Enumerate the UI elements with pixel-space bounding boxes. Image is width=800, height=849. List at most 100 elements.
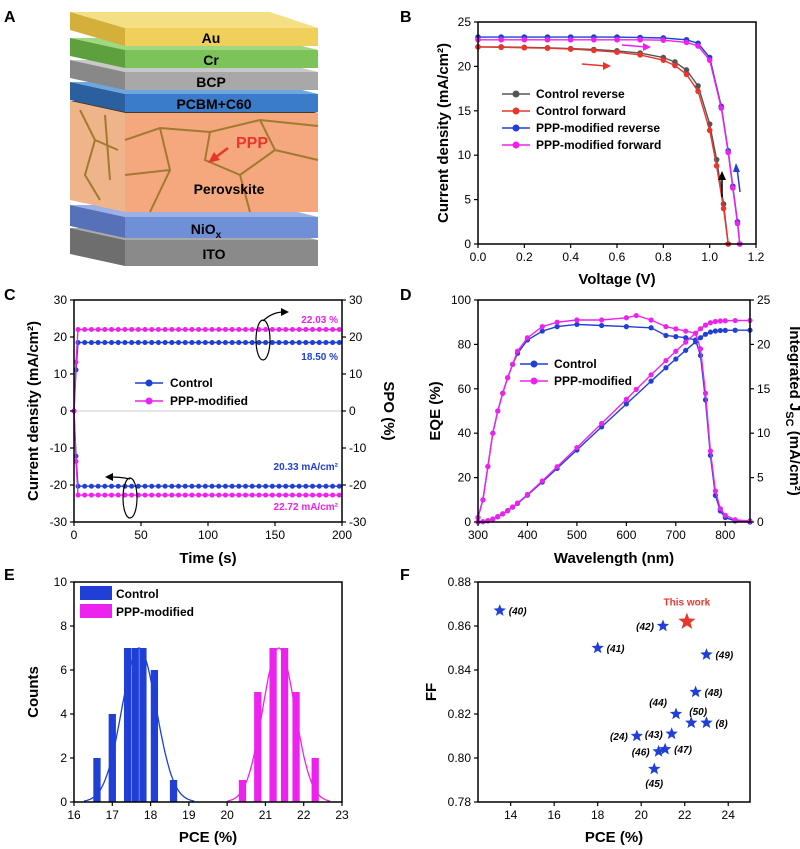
ff-vs-pce-y-tick-label-0: 0.78 <box>448 795 472 809</box>
spo-legend-label-ppp: PPP-modified <box>170 394 248 408</box>
spo-pce-series-0-point-37 <box>310 340 316 346</box>
histogram-bar-0-6 <box>169 780 178 802</box>
spo-pce-series-0-point-25 <box>229 340 235 346</box>
spo-pce-series-0-point-21 <box>202 340 208 346</box>
jv-y-tick-label-3: 15 <box>458 104 472 118</box>
literature-star-5 <box>669 707 683 720</box>
ff-vs-pce-x-tick-label-4: 22 <box>678 808 692 822</box>
literature-ref-label-5: (44) <box>649 698 667 709</box>
eqe-series-1-point-27 <box>732 517 738 523</box>
jsc-integrated-series-0-point-25 <box>722 327 728 333</box>
literature-star-6 <box>685 716 698 729</box>
jv-series-1-point-7 <box>637 52 643 58</box>
jsc-integrated-series-0-point-19 <box>693 339 699 345</box>
pce-histogram-x-tick-label-6: 22 <box>297 808 311 822</box>
spo-jsc-series-0-point-24 <box>222 483 228 489</box>
spo-x-tick-label-2: 100 <box>198 528 218 542</box>
jv-series-3-point-6 <box>614 36 620 43</box>
jv-x-tick-label-4: 0.8 <box>655 250 672 264</box>
jsc-integrated-series-1-point-23 <box>707 320 714 326</box>
panel-label-f: F <box>400 567 410 584</box>
histogram-bar-0-4 <box>139 648 147 802</box>
jsc-integrated-series-1-point-6 <box>505 507 511 514</box>
spo-pce-series-0-point-20 <box>196 340 202 346</box>
pce-histogram-x-tick-label-3: 19 <box>182 808 196 822</box>
eqe-series-1-point-23 <box>707 448 714 454</box>
eqe-series-1-point-21 <box>697 346 704 352</box>
spo-pce-series-1-point-8 <box>115 326 121 332</box>
eqe-y-tick-label-0: 0 <box>464 515 471 529</box>
pce-histogram-y-tick-label-4: 8 <box>60 619 67 633</box>
spo-pce-series-1-point-21 <box>202 326 208 332</box>
spo-x-tick-label-1: 50 <box>134 528 148 542</box>
spo-jsc-series-0-point-11 <box>135 483 141 489</box>
spo-jsc-series-0-point-40 <box>330 483 336 489</box>
eqe-y-axis-label: EQE (%) <box>427 381 444 440</box>
histogram-bar-0-5 <box>150 670 159 802</box>
jv-series-3-point-3 <box>544 36 551 43</box>
eqe-y-tick-label-3: 60 <box>458 382 472 396</box>
spo-pce-series-0-point-14 <box>155 340 161 346</box>
jsc-integrated-series-1-point-13 <box>599 420 605 427</box>
ff-vs-pce-x-tick-label-5: 24 <box>722 808 736 822</box>
spo-jsc-series-0-point-5 <box>95 483 101 489</box>
panel-label-e: E <box>4 567 15 584</box>
spo-pce-series-1-point-25 <box>229 326 235 332</box>
literature-ref-label-1: (41) <box>607 644 625 655</box>
spo-jsc-series-1-point-14 <box>155 492 161 498</box>
literature-ref-label-3: (49) <box>715 651 733 662</box>
eqe-y-tick-label-2: 40 <box>458 426 472 440</box>
eqe-series-1-point-13 <box>599 317 605 323</box>
jsc-integrated-series-1-point-25 <box>717 318 723 324</box>
ff-vs-pce-y-axis-label: FF <box>423 683 440 701</box>
spo-pce-series-1-point-28 <box>249 326 255 332</box>
jv-series-3-point-8 <box>660 37 667 44</box>
spo-pce-series-0-point-30 <box>263 340 269 346</box>
jsc-integrated-series-1-point-3 <box>490 516 496 522</box>
jv-series-1-point-1 <box>498 44 504 51</box>
layer-label-niox: NiOx <box>191 221 222 241</box>
spo-pce-series-0-point-7 <box>109 340 115 346</box>
eqe-series-1-point-16 <box>648 317 654 323</box>
pce-histogram-x-axis-label: PCE (%) <box>179 829 237 846</box>
spo-pce-series-0-point-39 <box>323 340 329 346</box>
literature-star-0 <box>493 604 506 616</box>
jsc-integrated-series-1-point-14 <box>623 396 629 402</box>
ff-vs-pce-ticks: 14 16 18 20 22 24 0.78 0.80 0.82 0.84 0.86 0.88 <box>448 575 736 822</box>
eqe-series-0-point-12 <box>574 321 580 328</box>
eqe-ticks: 300 400 500 600 700 800 0 20 40 60 80 100 0 5 10 15 20 25 <box>451 293 771 542</box>
eqe-series-1-point-24 <box>712 488 718 494</box>
eqe-series-1-point-18 <box>673 326 679 332</box>
pce-histogram-chart: 16 17 18 19 20 21 22 23 0 2 4 6 8 10 PCE (%) Counts C… <box>25 575 349 846</box>
spo-jsc-series-0-point-32 <box>276 483 282 489</box>
spo-legend-label-control: Control <box>170 376 213 390</box>
literature-ref-label-12: (45) <box>645 779 663 790</box>
jv-y-tick-label-2: 10 <box>458 148 472 162</box>
jv-x-tick-label-6: 1.2 <box>748 250 765 264</box>
eqe-y2-tick-label-2: 10 <box>757 426 771 440</box>
spo-pce-series-1-point-7 <box>109 326 115 332</box>
jsc-integrated-series-1-point-5 <box>500 511 506 517</box>
spo-pce-series-1-point-6 <box>102 326 108 332</box>
jsc-integrated-series-1-point-15 <box>633 386 639 393</box>
literature-star-11 <box>659 742 672 755</box>
spo-indicator-ellipse-right <box>255 319 271 361</box>
spo-pce-series-0-point-34 <box>289 340 295 346</box>
pce-histogram-plot-layer <box>83 647 331 802</box>
spo-pce-series-1-point-18 <box>182 326 188 332</box>
eqe-series-1-point-5 <box>500 390 506 396</box>
spo-pce-series-1-point-12 <box>142 326 148 332</box>
histogram-fit-curve-0 <box>83 647 195 802</box>
spo-pce-series-1-point-13 <box>149 326 155 332</box>
spo-pce-series-1-point-11 <box>135 326 141 332</box>
literature-ref-label-10: (46) <box>632 747 650 758</box>
literature-star-4 <box>689 685 702 698</box>
jv-y-tick-label-0: 0 <box>464 237 471 251</box>
ff-vs-pce-plot-layer: (40) (41) (42) (49) (48) (44) (50) (8) (43) (24) (… <box>493 598 734 790</box>
spo-jsc-series-0-point-35 <box>296 483 302 489</box>
eqe-plot-layer <box>475 312 753 525</box>
spo-jsc-series-1-point-37 <box>310 492 316 498</box>
spo-pce-series-1-point-23 <box>216 326 222 332</box>
spo-jsc-series-1-point-15 <box>162 492 168 498</box>
eqe-series-0-point-14 <box>623 324 629 330</box>
